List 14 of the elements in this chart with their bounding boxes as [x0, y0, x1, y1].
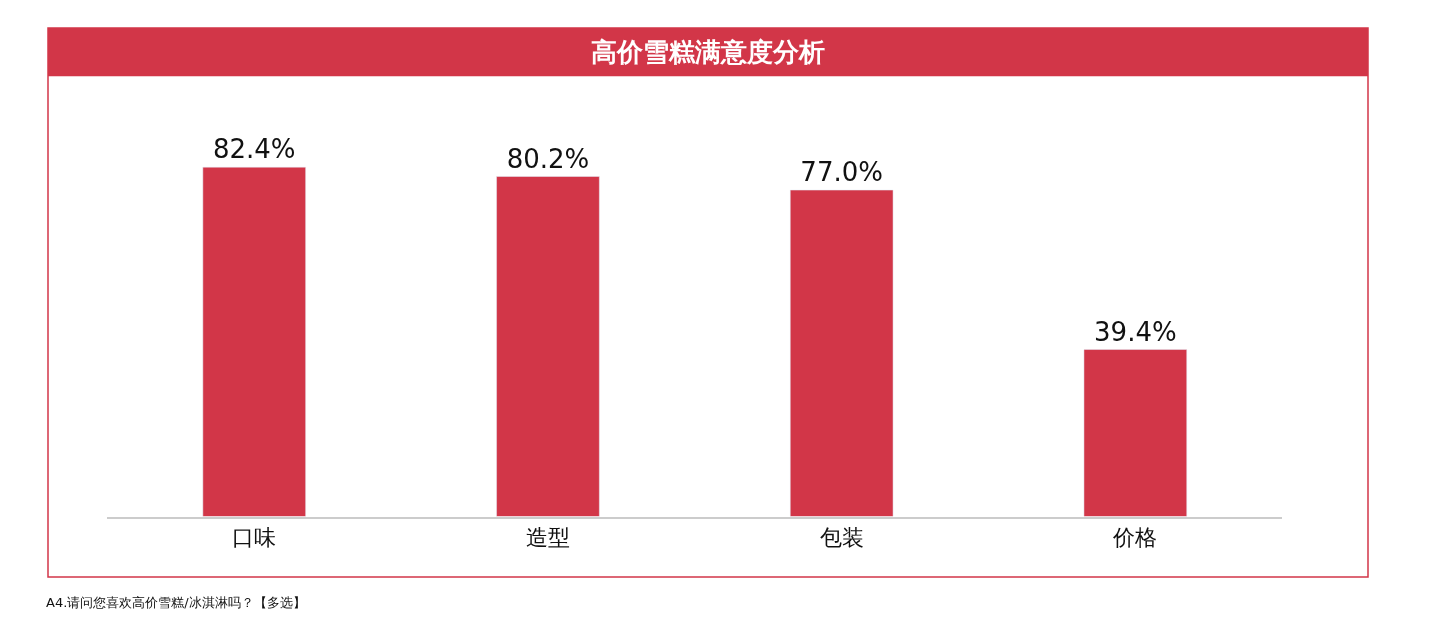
bar — [790, 189, 894, 517]
bar — [496, 176, 600, 517]
data-label: 77.0% — [800, 157, 883, 188]
x-tick-label: 包装 — [819, 524, 864, 550]
data-label: 80.2% — [506, 143, 590, 174]
data-label: 39.4% — [1094, 316, 1177, 347]
bar — [202, 166, 306, 517]
x-tick-label: 造型 — [525, 524, 570, 550]
data-label: 82.4% — [212, 134, 296, 165]
text: A4.请问您喜欢高价雪糕/冰淇淋吗？【多选】 — [46, 595, 306, 610]
x-tick-label: 口味 — [232, 524, 277, 550]
chart-title: 高价雪糕满意度分析 — [591, 37, 825, 68]
bar — [1083, 349, 1187, 517]
x-tick-label: 价格 — [1112, 524, 1158, 550]
